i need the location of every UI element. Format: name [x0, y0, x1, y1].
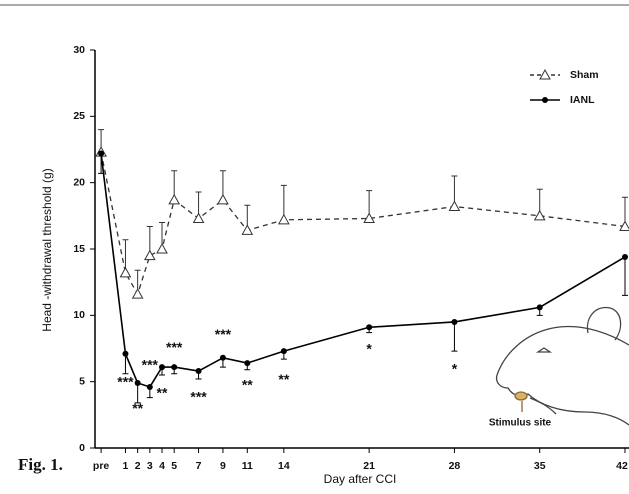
x-tick-label: 11 — [242, 460, 253, 472]
significance-mark: * — [452, 360, 458, 376]
rat-illustration — [495, 306, 629, 426]
data-point — [192, 212, 205, 223]
x-tick-label: 9 — [220, 460, 226, 472]
data-point — [217, 193, 229, 205]
y-axis-title: Head -withdrawal threshold (g) — [40, 168, 54, 331]
error-bar — [622, 256, 628, 296]
x-tick-label: 3 — [147, 460, 153, 472]
data-point — [622, 253, 628, 260]
data-point — [143, 249, 156, 261]
data-point — [619, 220, 629, 231]
significance-mark: *** — [215, 326, 232, 342]
y-tick-label: 25 — [73, 110, 85, 122]
legend-marker — [542, 97, 548, 103]
significance-mark: ** — [157, 384, 168, 400]
significance-mark: ** — [242, 376, 253, 392]
data-point — [168, 193, 181, 205]
data-point — [134, 379, 141, 386]
x-tick-label: 1 — [123, 460, 129, 472]
data-point — [533, 209, 546, 221]
y-tick-label: 15 — [73, 243, 85, 255]
data-point — [219, 354, 226, 361]
significance-mark: *** — [117, 374, 134, 390]
data-point — [363, 212, 375, 223]
y-tick-label: 30 — [73, 44, 85, 56]
data-point — [122, 350, 129, 357]
data-point — [536, 304, 543, 311]
y-tick-label: 5 — [79, 375, 85, 387]
x-tick-label: 35 — [534, 460, 546, 472]
x-axis-title: Day after CCI — [324, 472, 397, 486]
error-bar — [98, 153, 105, 174]
data-point — [98, 150, 105, 157]
x-tick-label: 28 — [449, 460, 461, 472]
x-tick-label: 7 — [196, 460, 202, 472]
legend-marker — [539, 68, 551, 80]
series-line — [100, 152, 626, 296]
data-point — [366, 324, 373, 331]
error-bar — [451, 321, 458, 352]
data-point — [119, 266, 132, 278]
figure-label: Fig. 1. — [18, 455, 63, 474]
y-tick-label: 20 — [73, 176, 85, 188]
x-tick-label: pre — [93, 460, 110, 472]
legend-label: Sham — [570, 69, 599, 81]
y-tick-label: 10 — [73, 309, 85, 321]
data-point — [448, 200, 461, 212]
legend-label: IANL — [570, 94, 595, 106]
y-tick-label: 0 — [79, 442, 85, 454]
illustration-label: Stimulus site — [489, 418, 552, 429]
error-bar — [122, 353, 129, 375]
data-point — [159, 364, 166, 371]
significance-mark: *** — [142, 356, 159, 372]
significance-mark: *** — [190, 388, 207, 404]
x-tick-label: 42 — [616, 460, 628, 472]
data-point — [280, 348, 287, 355]
significance-mark: ** — [278, 371, 289, 387]
x-tick-label: 2 — [135, 460, 141, 472]
x-tick-label: 14 — [278, 460, 290, 472]
significance-mark: *** — [166, 339, 183, 355]
data-point — [241, 224, 254, 235]
data-point — [131, 288, 144, 299]
significance-mark: * — [366, 341, 372, 357]
data-point — [195, 368, 202, 375]
data-point — [146, 383, 153, 390]
x-tick-label: 4 — [159, 460, 165, 472]
data-point — [156, 242, 168, 254]
significance-mark: ** — [132, 400, 143, 416]
x-tick-label: 21 — [363, 460, 375, 472]
data-point — [171, 364, 178, 371]
x-tick-label: 5 — [171, 460, 177, 472]
data-point — [244, 360, 251, 367]
error-bar — [134, 382, 141, 404]
data-point — [451, 318, 458, 325]
data-point — [278, 213, 290, 225]
